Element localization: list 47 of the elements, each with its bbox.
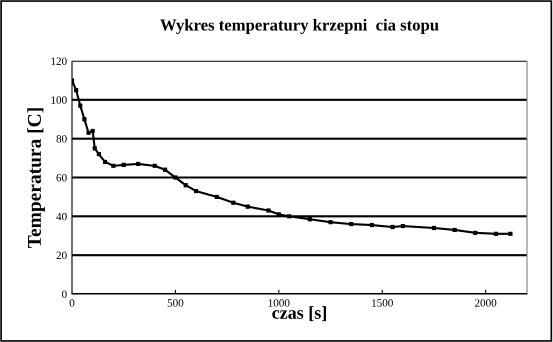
- y-tick-label: 20: [56, 252, 67, 260]
- point: [231, 200, 236, 205]
- point: [246, 204, 250, 209]
- x-tick-label: 500: [168, 299, 184, 307]
- point: [494, 232, 498, 236]
- point: [432, 226, 436, 230]
- point: [287, 214, 292, 218]
- x-tick-label: 0: [70, 299, 74, 307]
- point: [92, 146, 97, 150]
- point: [473, 230, 478, 235]
- point: [78, 104, 82, 108]
- point: [214, 194, 219, 199]
- point: [86, 130, 91, 135]
- point: [90, 128, 95, 133]
- point: [74, 88, 78, 92]
- x-tick-label: 2000: [475, 299, 496, 307]
- y-tick-label: 0: [62, 290, 67, 298]
- point: [370, 222, 374, 228]
- point: [82, 117, 86, 122]
- y-axis-title: Temperatura [C]: [27, 108, 45, 248]
- point: [111, 164, 116, 168]
- x-axis-title: czas [s]: [272, 306, 326, 322]
- point: [508, 232, 513, 236]
- y-tick-label: 60: [56, 174, 67, 182]
- point: [96, 152, 101, 156]
- point: [152, 164, 157, 168]
- point: [184, 183, 188, 188]
- point: [173, 175, 178, 180]
- y-tick-label: 80: [56, 135, 67, 143]
- point: [328, 220, 333, 224]
- point: [400, 224, 405, 228]
- x-tick-label: 1500: [372, 299, 393, 307]
- point: [390, 224, 395, 230]
- point: [349, 222, 354, 226]
- point: [308, 217, 312, 222]
- point: [122, 162, 126, 167]
- point: [162, 168, 168, 172]
- y-tick-label: 40: [56, 212, 67, 220]
- chart-title: Wykres temperatury krzepni cia stopu: [160, 18, 439, 34]
- point: [452, 228, 457, 232]
- point: [103, 160, 108, 164]
- y-tick-label: 120: [51, 57, 67, 65]
- point: [194, 189, 198, 194]
- point: [266, 208, 271, 213]
- x-tick-label: 1000: [268, 299, 290, 307]
- y-tick-label: 100: [51, 96, 67, 104]
- point: [136, 162, 140, 166]
